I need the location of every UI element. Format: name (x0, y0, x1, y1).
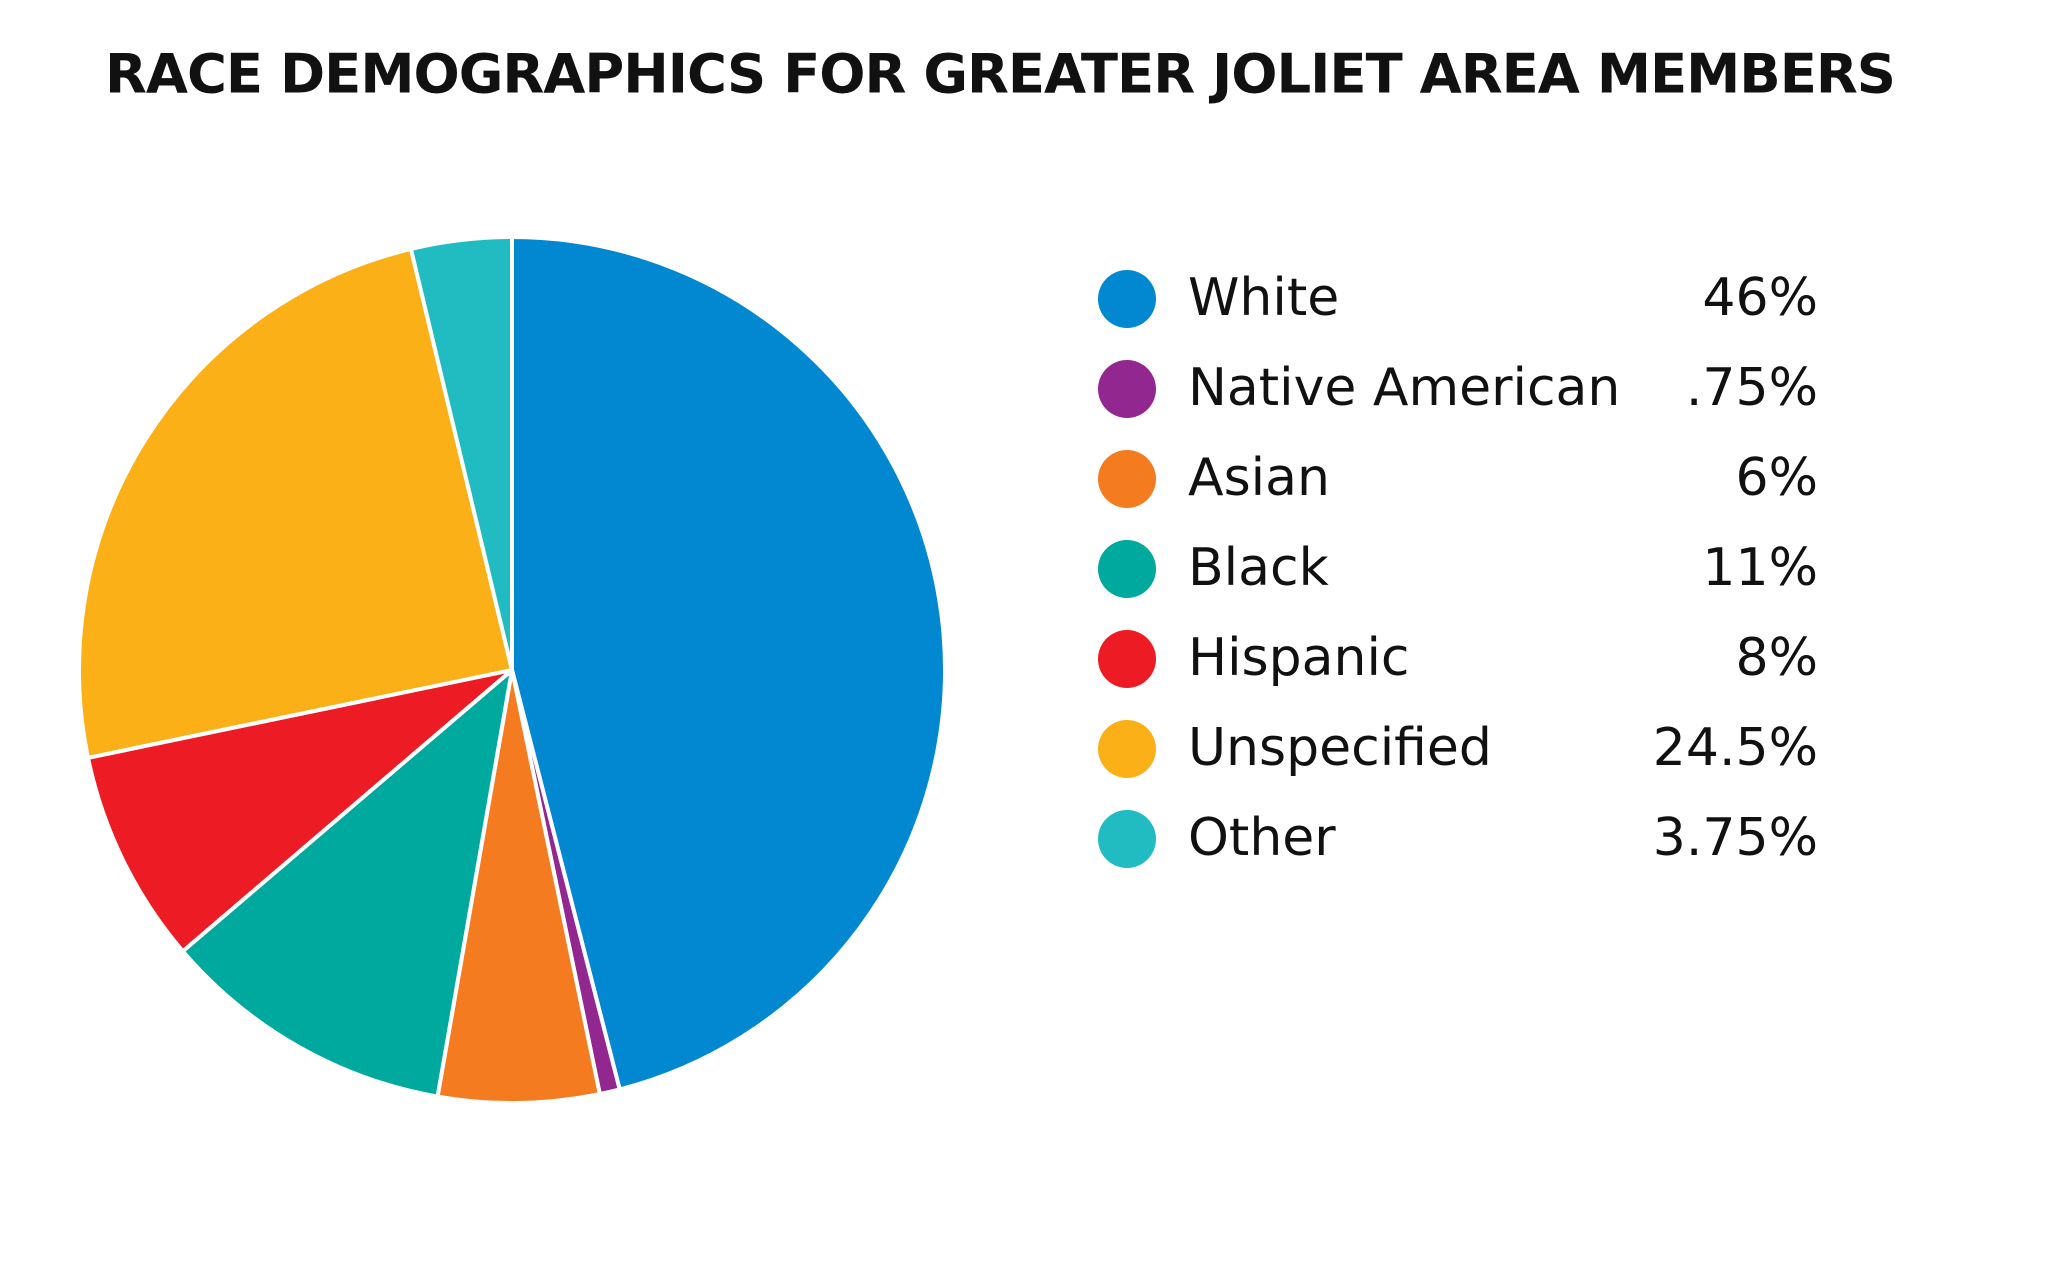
legend-label: Asian (1188, 448, 1330, 508)
value-label: .75% (1686, 358, 1818, 418)
pie-slice (85, 668, 514, 954)
legend-label: Other (1188, 808, 1336, 868)
legend-marker (1098, 540, 1156, 598)
pie-slice (435, 668, 602, 1105)
pie-slice (510, 235, 947, 1092)
legend-label: White (1188, 268, 1339, 328)
value-label: 3.75% (1653, 808, 1818, 868)
legend-marker (1098, 360, 1156, 418)
legend-marker (1098, 810, 1156, 868)
legend-marker (1098, 720, 1156, 778)
legend-marker (1098, 270, 1156, 328)
value-label: 11% (1702, 538, 1818, 598)
pie-slice (77, 246, 514, 760)
pie-slice (180, 668, 514, 1099)
legend-marker (1098, 450, 1156, 508)
chart-title: RACE DEMOGRAPHICS FOR GREATER JOLIET ARE… (105, 43, 1895, 106)
value-label: 24.5% (1653, 718, 1818, 778)
value-label: 6% (1736, 448, 1819, 508)
legend-label: Black (1188, 538, 1329, 598)
value-label: 8% (1736, 628, 1819, 688)
value-label: 46% (1702, 268, 1818, 328)
pie-slice (408, 235, 514, 672)
legend-label: Hispanic (1188, 628, 1410, 688)
legend-marker (1098, 630, 1156, 688)
legend-label: Native American (1188, 358, 1620, 418)
legend-label: Unspecified (1188, 718, 1492, 778)
